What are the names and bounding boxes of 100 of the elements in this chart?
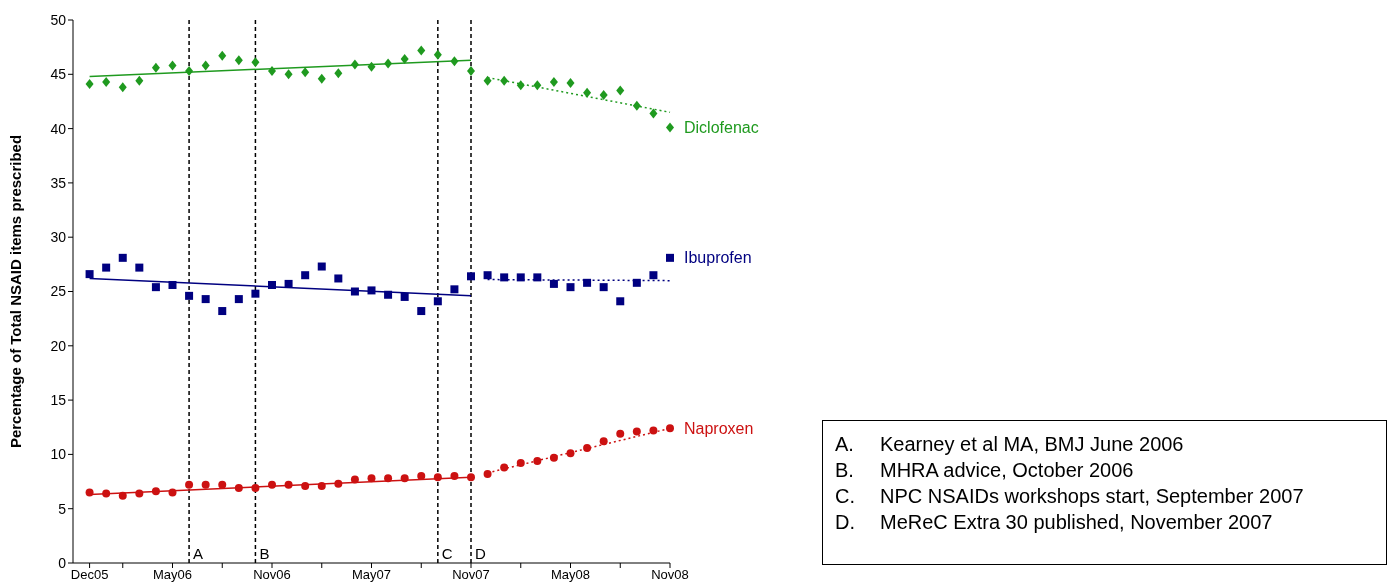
point: [102, 489, 111, 498]
point: [500, 273, 509, 282]
point: [168, 60, 177, 71]
y-tick-label: 35: [50, 174, 67, 191]
point: [284, 480, 293, 489]
point: [649, 426, 658, 435]
point: [467, 66, 475, 77]
point: [549, 453, 558, 462]
point: [533, 273, 542, 282]
point: [649, 108, 658, 119]
point: [350, 59, 359, 70]
point: [135, 489, 144, 498]
point: [666, 424, 674, 433]
point: [268, 66, 276, 77]
point: [334, 274, 343, 283]
point: [516, 80, 525, 91]
point: [566, 77, 575, 88]
x-tick-label: May07: [351, 567, 392, 583]
point: [549, 76, 558, 87]
point: [268, 280, 276, 289]
point: [599, 437, 608, 446]
point: [500, 75, 509, 86]
point: [583, 87, 592, 98]
point: [334, 68, 343, 79]
point: [400, 54, 409, 65]
point: [85, 270, 94, 279]
x-tick-label: Dec05: [70, 567, 109, 583]
point: [301, 271, 310, 280]
ref-line-label: C: [441, 545, 453, 562]
point: [384, 474, 393, 483]
ref-line-label: A: [193, 545, 204, 562]
point: [102, 76, 111, 87]
y-tick-label: 10: [50, 446, 67, 463]
point: [400, 474, 409, 483]
point: [317, 481, 326, 490]
point: [616, 85, 625, 96]
point: [367, 61, 376, 72]
point: [135, 75, 144, 86]
point: [599, 89, 608, 100]
point: [284, 69, 293, 80]
point: [516, 459, 525, 468]
point: [666, 122, 674, 133]
point: [251, 484, 260, 493]
y-tick-label: 20: [50, 337, 67, 354]
point: [251, 57, 260, 68]
point: [234, 295, 243, 304]
y-tick-label: 5: [58, 500, 67, 517]
point: [516, 273, 525, 282]
series-label: Ibuprofen: [684, 249, 752, 267]
point: [118, 82, 127, 93]
point: [151, 62, 160, 73]
point: [649, 271, 658, 280]
point: [118, 491, 127, 500]
y-tick-label: 30: [50, 229, 67, 246]
point: [417, 45, 426, 56]
point: [317, 73, 326, 84]
point: [417, 307, 426, 316]
x-tick-label: Nov06: [253, 567, 291, 583]
x-tick-label: Nov07: [452, 567, 490, 583]
point: [151, 283, 160, 292]
ref-line-label: D: [475, 545, 486, 562]
x-tick-label: May06: [152, 567, 193, 583]
point: [450, 56, 459, 67]
point: [118, 253, 127, 262]
point: [483, 469, 492, 478]
point: [367, 474, 376, 483]
point: [483, 75, 492, 86]
point: [566, 449, 575, 458]
point: [350, 287, 359, 296]
y-tick-label: 25: [50, 283, 67, 300]
series-label: Diclofenac: [684, 119, 759, 137]
point: [268, 480, 276, 489]
point: [384, 290, 393, 299]
point: [168, 488, 177, 497]
point: [350, 475, 359, 484]
x-tick-label: May08: [550, 567, 591, 583]
point: [201, 480, 210, 489]
point: [367, 286, 376, 295]
point: [583, 443, 592, 452]
point: [483, 271, 492, 280]
y-tick-label: 15: [50, 392, 67, 409]
point: [201, 295, 210, 304]
y-axis-title: Percentage of Total NSAID items prescribed: [7, 134, 25, 449]
y-tick-label: 0: [58, 554, 67, 571]
point: [135, 263, 144, 272]
point: [301, 481, 310, 490]
point: [632, 100, 641, 111]
point: [201, 60, 210, 71]
y-tick-label: 50: [50, 11, 67, 28]
point: [185, 66, 194, 77]
point: [666, 253, 674, 262]
point: [218, 480, 227, 489]
point: [433, 297, 442, 306]
point: [533, 80, 542, 91]
point: [168, 280, 177, 289]
point: [549, 279, 558, 288]
point: [467, 272, 475, 281]
point: [218, 50, 227, 61]
point: [599, 283, 608, 292]
point: [450, 472, 459, 481]
